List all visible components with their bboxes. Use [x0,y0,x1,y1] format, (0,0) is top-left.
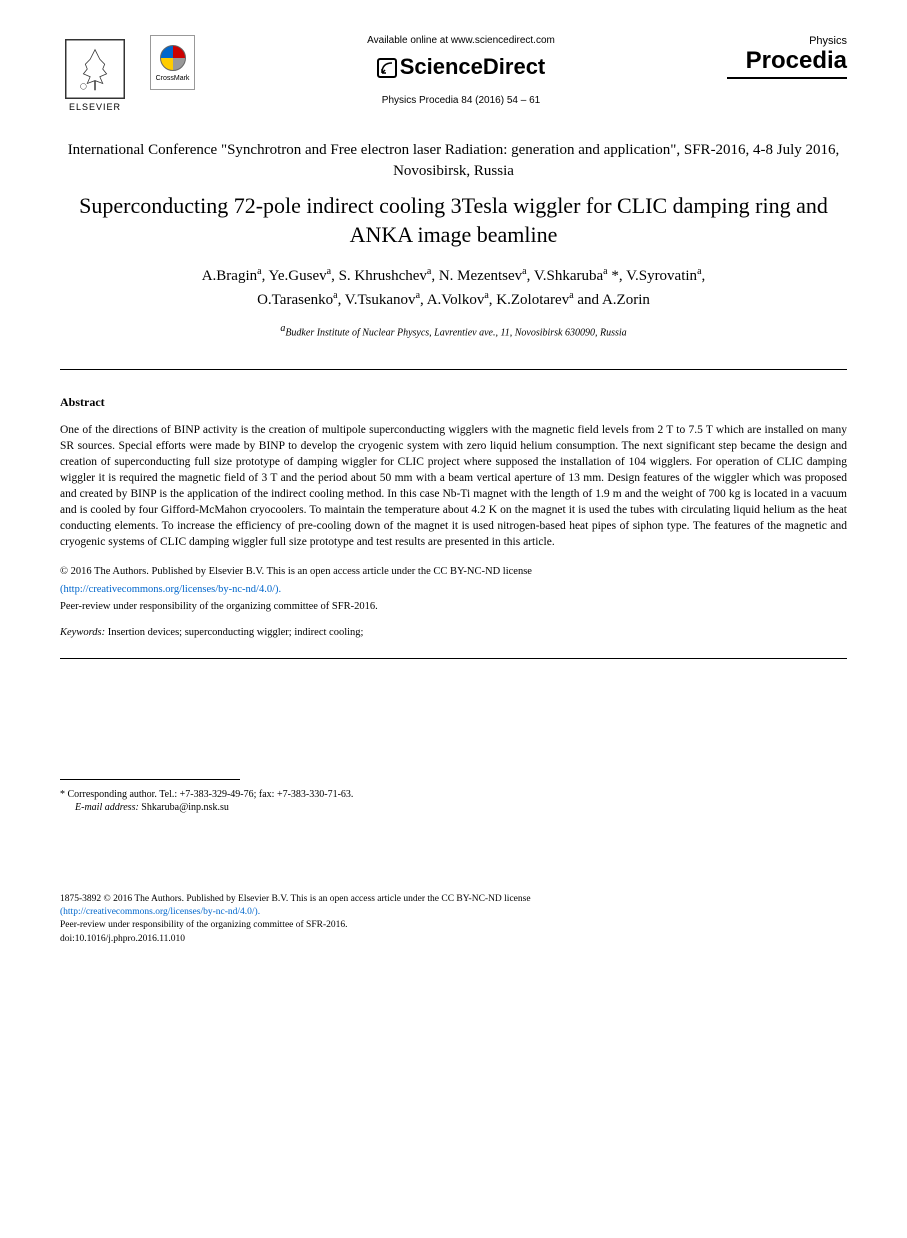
physics-label: Physics [727,35,847,47]
copyright-text: © 2016 The Authors. Published by Elsevie… [60,565,847,580]
footer-peer-review: Peer-review under responsibility of the … [60,919,847,932]
author-8: , V.Tsukanov [338,292,416,308]
sciencedirect-icon [377,58,397,78]
available-online-text: Available online at www.sciencedirect.co… [215,35,707,46]
footnote-section [60,779,240,788]
divider-top [60,369,847,370]
affiliation: aBudker Institute of Nuclear Physycs, La… [60,323,847,338]
author-comma: , [702,268,706,284]
author-2: , Ye.Gusev [262,268,327,284]
affiliation-text: Budker Institute of Nuclear Physycs, Lav… [285,328,626,339]
email-address: Shkaruba@inp.nsk.su [139,802,229,813]
corresponding-author: * Corresponding author. Tel.: +7-383-329… [60,788,847,802]
authors-list: A.Bragina, Ye.Guseva, S. Khrushcheva, N.… [60,264,847,311]
footer-license-link[interactable]: (http://creativecommons.org/licenses/by-… [60,906,847,919]
author-6: *, V.Syrovatin [608,268,697,284]
keywords-label: Keywords: [60,627,105,638]
keywords-text: Insertion devices; superconducting wiggl… [105,627,363,638]
divider-bottom [60,658,847,659]
conference-info: International Conference "Synchrotron an… [60,140,847,182]
sciencedirect-text: ScienceDirect [400,54,546,79]
author-1: A.Bragin [202,268,257,284]
crossmark-text: CrossMark [156,75,190,82]
email-label: E-mail address: [75,802,139,813]
author-4: , N. Mezentsev [431,268,522,284]
author-11: and A.Zorin [574,292,650,308]
procedia-label: Procedia [727,47,847,79]
doi-text: doi:10.1016/j.phpro.2016.11.010 [60,933,847,946]
author-5: , V.Shkaruba [527,268,604,284]
elsevier-logo: ELSEVIER [60,35,130,115]
abstract-text: One of the directions of BINP activity i… [60,422,847,551]
procedia-logo: Physics Procedia [727,35,847,79]
crossmark-circle-icon [159,44,187,72]
center-header: Available online at www.sciencedirect.co… [195,35,727,106]
journal-reference: Physics Procedia 84 (2016) 54 – 61 [215,95,707,106]
article-title: Superconducting 72-pole indirect cooling… [60,192,847,249]
left-logos-container: ELSEVIER CrossMark [60,35,195,115]
keywords: Keywords: Insertion devices; superconduc… [60,627,847,638]
author-7: O.Tarasenko [257,292,333,308]
author-3: , S. Khrushchev [331,268,427,284]
footnote-email: E-mail address: Shkaruba@inp.nsk.su [75,802,847,813]
license-link[interactable]: (http://creativecommons.org/licenses/by-… [60,583,847,598]
footer-section: 1875-3892 © 2016 The Authors. Published … [60,893,847,946]
author-10: , K.Zolotarev [489,292,569,308]
sciencedirect-logo: ScienceDirect [215,54,707,80]
elsevier-text: ELSEVIER [69,102,121,112]
peer-review-text: Peer-review under responsibility of the … [60,601,847,612]
footer-issn-copyright: 1875-3892 © 2016 The Authors. Published … [60,893,847,906]
elsevier-tree-icon [65,39,125,99]
header-row: ELSEVIER CrossMark Available online at w… [60,35,847,115]
crossmark-logo[interactable]: CrossMark [150,35,195,90]
author-9: , A.Volkov [420,292,484,308]
abstract-heading: Abstract [60,395,847,410]
